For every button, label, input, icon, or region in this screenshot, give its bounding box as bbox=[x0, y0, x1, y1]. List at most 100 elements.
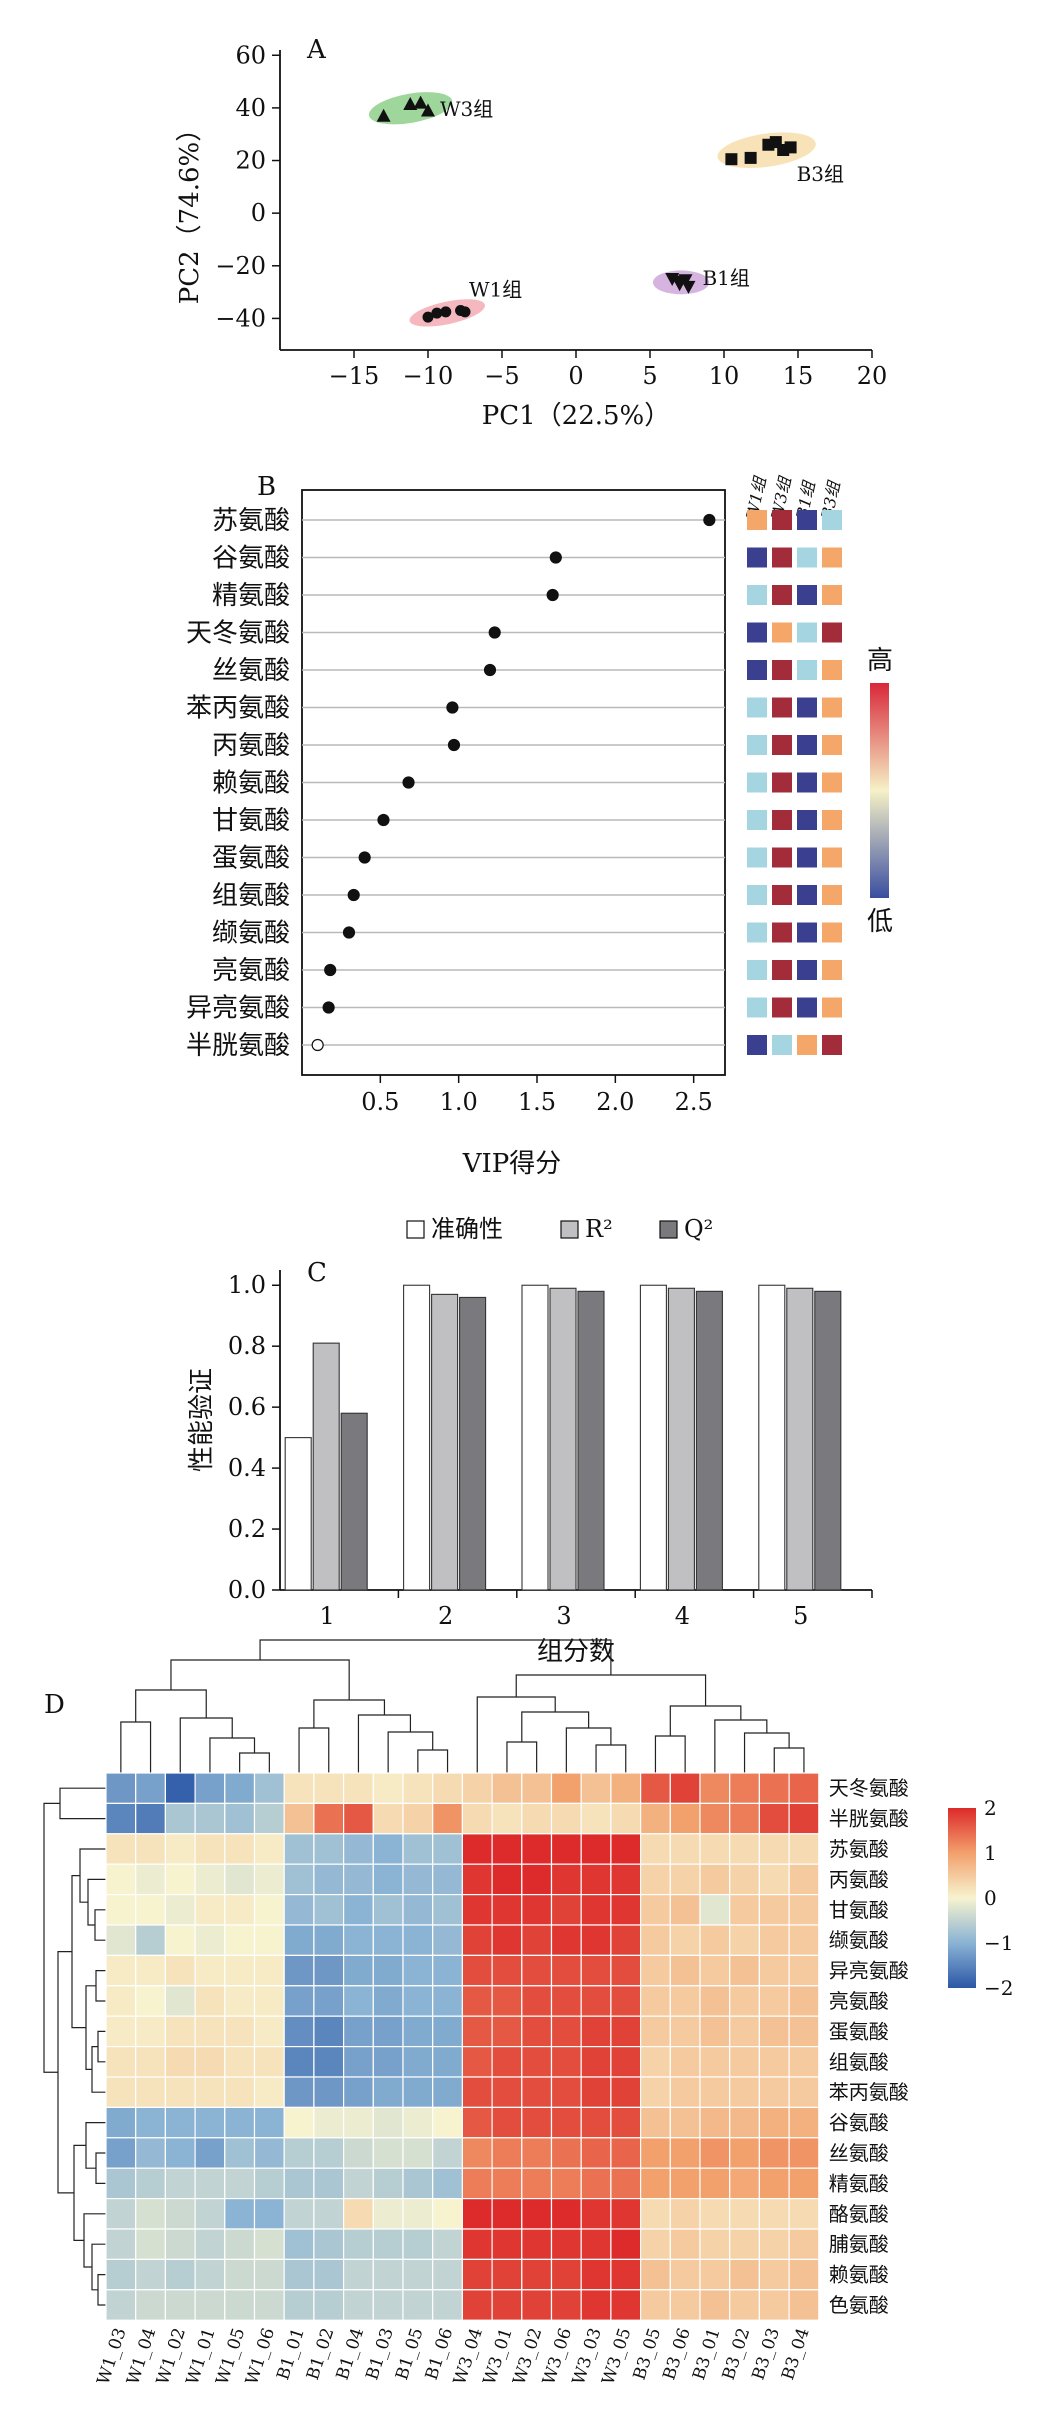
b-group-cell bbox=[797, 622, 817, 643]
d-cell bbox=[461, 1985, 493, 2017]
b-group-cell bbox=[822, 997, 842, 1018]
d-cell bbox=[194, 1985, 226, 2017]
d-cell bbox=[639, 1954, 671, 1987]
panel-d-letter: D bbox=[44, 1690, 65, 1720]
d-cell bbox=[610, 1772, 642, 1804]
d-cell bbox=[758, 2198, 790, 2230]
d-cell bbox=[135, 2167, 166, 2200]
a-point bbox=[725, 153, 738, 166]
d-cell bbox=[550, 1924, 582, 1956]
d-cell bbox=[253, 2228, 285, 2260]
d-cell bbox=[194, 2167, 226, 2200]
d-row-label: 赖氨酸 bbox=[829, 2263, 889, 2287]
d-colorbar-label: −1 bbox=[984, 1931, 1013, 1955]
d-cell bbox=[461, 2106, 493, 2139]
d-cell bbox=[669, 2198, 701, 2230]
d-cell bbox=[432, 1802, 464, 1835]
c-bar bbox=[814, 1290, 842, 1591]
b-vip-point bbox=[358, 851, 371, 864]
a-ytick-label: −20 bbox=[215, 252, 266, 280]
b-vip-point bbox=[447, 738, 461, 752]
d-cell bbox=[758, 2076, 790, 2108]
d-cell bbox=[729, 1833, 761, 1865]
d-cell bbox=[550, 2137, 582, 2169]
d-cell bbox=[105, 1802, 137, 1835]
d-cell bbox=[164, 2228, 196, 2260]
d-cell bbox=[788, 1863, 820, 1896]
d-dendro-branch bbox=[313, 1699, 386, 1728]
d-cell bbox=[729, 2289, 761, 2321]
d-cell bbox=[313, 2289, 345, 2321]
d-cell bbox=[580, 1954, 612, 1987]
b-group-cell bbox=[797, 660, 817, 680]
panel-c-bars bbox=[284, 1284, 842, 1591]
b-group-cell bbox=[822, 660, 842, 680]
d-cell bbox=[639, 1893, 671, 1926]
legend-swatch-q2 bbox=[659, 1220, 678, 1239]
d-cell bbox=[758, 2167, 790, 2200]
d-cell bbox=[372, 2198, 404, 2230]
c-xtick-label: 4 bbox=[675, 1602, 690, 1630]
d-cell bbox=[105, 2289, 137, 2321]
d-cell bbox=[550, 2258, 582, 2291]
b-row-label: 丙氨酸 bbox=[212, 731, 290, 761]
d-cell bbox=[372, 2076, 404, 2108]
d-cell bbox=[372, 1954, 404, 1987]
c-xtick-label: 2 bbox=[438, 1602, 453, 1630]
d-cell bbox=[788, 2015, 820, 2048]
b-xtick-label: 0.5 bbox=[361, 1088, 399, 1116]
d-cell bbox=[699, 2228, 731, 2260]
d-cell bbox=[521, 1863, 553, 1896]
d-colorbar-label: −2 bbox=[984, 1976, 1013, 2000]
d-cell bbox=[610, 2137, 642, 2169]
d-cell bbox=[491, 1833, 523, 1865]
d-cell bbox=[343, 1985, 374, 2017]
d-cell bbox=[669, 2258, 701, 2291]
d-cell bbox=[164, 1772, 196, 1804]
d-cell bbox=[402, 1924, 434, 1956]
panel-a-pca-plot: A −15 −10 −5 0 5 10 15 20 60 40 20 0 −20 −40 W3组 B3组 W1… bbox=[175, 35, 887, 431]
a-xtick-label: 15 bbox=[783, 362, 814, 390]
b-group-cell bbox=[747, 1035, 767, 1055]
d-cell bbox=[699, 2258, 731, 2291]
a-point bbox=[744, 151, 757, 164]
d-cell bbox=[758, 1924, 790, 1956]
d-row-label: 半胱氨酸 bbox=[829, 1807, 909, 1831]
d-cell bbox=[283, 1924, 315, 1956]
d-row-label: 异亮氨酸 bbox=[829, 1959, 909, 1983]
panel-b-vip-plot: B 苏氨酸谷氨酸精氨酸天冬氨酸丝氨酸苯丙氨酸丙氨酸赖氨酸甘氨酸蛋氨酸组氨酸缬氨酸… bbox=[186, 472, 893, 1179]
d-cell bbox=[699, 1772, 731, 1804]
b-row-label: 苏氨酸 bbox=[212, 506, 290, 536]
d-cell bbox=[253, 1833, 285, 1865]
d-cell bbox=[164, 1985, 196, 2017]
c-xtick-label: 3 bbox=[556, 1602, 571, 1630]
panel-c-bar-chart: 准确性 R² Q² C 0.00.20.40.60.81.01 2 3 4 5 组分数 … bbox=[187, 1215, 873, 1667]
a-xtick-label: 0 bbox=[568, 362, 583, 390]
d-cell bbox=[639, 2137, 671, 2169]
d-cell bbox=[105, 2258, 137, 2291]
d-dendro-branch bbox=[179, 1717, 233, 1773]
d-cell bbox=[729, 2015, 761, 2048]
d-cell bbox=[224, 1893, 256, 1926]
d-cell bbox=[550, 1772, 582, 1804]
d-cell bbox=[194, 2258, 226, 2291]
d-cell bbox=[461, 2045, 493, 2078]
b-group-cell bbox=[822, 885, 842, 905]
d-cell bbox=[313, 2076, 345, 2108]
a-point bbox=[422, 311, 434, 323]
d-dendro-branch bbox=[79, 1848, 106, 1903]
d-cell bbox=[729, 2045, 761, 2078]
b-group-cell bbox=[772, 847, 792, 868]
d-cell bbox=[343, 2015, 374, 2048]
d-cell bbox=[699, 1833, 731, 1865]
d-cell bbox=[580, 2228, 612, 2260]
d-cell bbox=[461, 1954, 493, 1987]
d-cell bbox=[788, 2076, 820, 2108]
d-cell bbox=[639, 2167, 671, 2200]
b-group-cell bbox=[822, 1035, 842, 1055]
d-cell bbox=[521, 2198, 553, 2230]
d-dendro-branch bbox=[515, 1674, 707, 1706]
b-group-cell bbox=[797, 997, 817, 1018]
d-dendro-branch bbox=[476, 1696, 556, 1773]
d-cell bbox=[105, 1863, 137, 1896]
